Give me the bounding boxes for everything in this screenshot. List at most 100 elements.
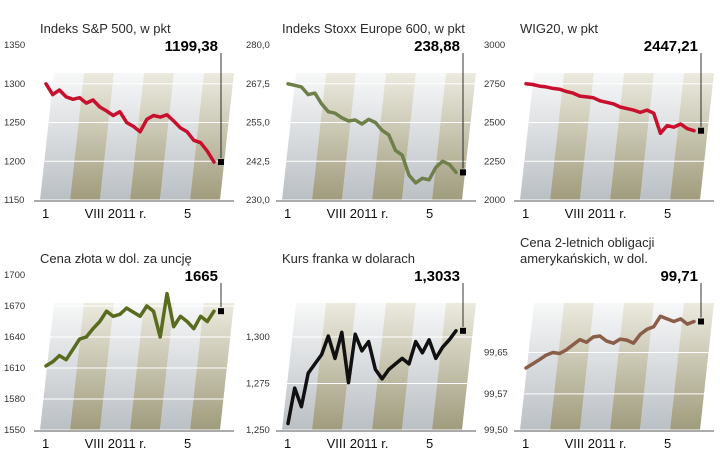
y-tick-label: 2750 <box>484 79 505 90</box>
data-point <box>78 96 81 99</box>
x-tick-label: VIII 2011 r. <box>327 206 389 221</box>
data-point <box>551 87 555 90</box>
data-point <box>374 368 377 371</box>
data-point <box>105 109 108 113</box>
x-tick-label: 1 <box>284 206 291 221</box>
last-value-label: 1,3033 <box>414 268 460 285</box>
y-tick-label: 1250 <box>4 118 25 129</box>
data-point <box>387 368 390 371</box>
chart-title: Indeks S&P 500, w pkt <box>40 21 171 36</box>
data-point <box>44 364 48 368</box>
data-point <box>454 329 458 333</box>
floor-band <box>40 73 84 200</box>
data-point <box>132 311 135 314</box>
data-point <box>91 327 95 330</box>
data-point <box>544 353 548 357</box>
data-point <box>185 320 189 323</box>
data-point <box>192 139 196 142</box>
y-tick-label: 267,5 <box>246 79 270 90</box>
data-point <box>64 358 68 361</box>
data-point <box>592 96 595 99</box>
data-point <box>58 354 61 357</box>
data-point <box>421 177 424 180</box>
chart-title: Kurs franka w dolarach <box>282 251 415 266</box>
data-point <box>347 381 350 384</box>
data-point <box>659 132 662 135</box>
data-point <box>538 358 541 361</box>
data-point <box>618 105 622 109</box>
last-value-marker <box>218 308 224 315</box>
data-point <box>632 108 635 112</box>
data-point <box>434 357 438 360</box>
chart-panel: Indeks S&P 500, w pkt 1350 1300 1250 1200 115… <box>4 21 234 221</box>
data-point <box>686 127 689 130</box>
x-tick-label: 5 <box>184 436 191 451</box>
data-point <box>551 351 555 354</box>
data-point <box>578 338 581 341</box>
data-point <box>441 160 444 163</box>
data-point <box>138 130 142 133</box>
floor-band <box>100 303 144 430</box>
floor-band <box>550 303 594 430</box>
data-point <box>645 328 649 331</box>
data-point <box>112 114 115 117</box>
data-point <box>692 320 696 323</box>
data-point <box>91 98 95 102</box>
data-point <box>320 102 323 106</box>
x-tick-label: 1 <box>42 436 49 451</box>
y-tick-label: 230,0 <box>246 195 270 206</box>
x-tick-label: 5 <box>184 206 191 221</box>
last-value-marker <box>218 159 224 166</box>
data-point <box>585 340 588 344</box>
last-value-marker <box>698 127 704 134</box>
data-point <box>524 82 528 85</box>
data-point <box>125 306 128 310</box>
data-point <box>199 315 202 318</box>
chart-panel: Kurs franka w dolarach 1,300 1,275 1,250 1 VI… <box>246 251 476 451</box>
data-point <box>64 95 68 99</box>
floor-band <box>610 303 654 430</box>
x-tick-label: 1 <box>522 206 529 221</box>
y-tick-label: 2500 <box>484 118 505 129</box>
data-point <box>340 116 343 120</box>
x-tick-label: 5 <box>426 436 433 451</box>
data-point <box>380 129 384 132</box>
data-point <box>132 125 135 128</box>
data-point <box>112 315 115 318</box>
data-point <box>206 320 209 323</box>
data-point <box>659 315 662 318</box>
x-tick-label: 1 <box>42 206 49 221</box>
data-point <box>78 337 81 341</box>
data-point <box>199 141 202 144</box>
x-tick-label: VIII 2011 r. <box>327 436 389 451</box>
x-tick-label: 1 <box>522 436 529 451</box>
chart-panel: Cena 2-letnich obligacji amerykańskich, w… <box>484 235 714 451</box>
data-point <box>98 320 101 323</box>
data-point <box>185 130 189 133</box>
x-tick-label: 1 <box>284 436 291 451</box>
data-point <box>571 343 575 346</box>
floor-band <box>640 303 684 430</box>
data-point <box>172 325 175 328</box>
data-point <box>414 340 417 343</box>
data-point <box>618 337 622 341</box>
data-point <box>639 111 642 114</box>
floor-band <box>520 73 564 200</box>
data-point <box>320 353 323 356</box>
y-tick-label: 2250 <box>484 156 505 167</box>
data-point <box>145 304 148 308</box>
y-tick-label: 99,57 <box>484 389 508 400</box>
data-point <box>286 422 290 425</box>
data-point <box>380 377 384 381</box>
data-point <box>300 405 303 408</box>
data-point <box>85 335 88 339</box>
data-point <box>427 178 431 182</box>
data-point <box>414 181 417 185</box>
x-tick-label: 5 <box>664 436 671 451</box>
data-point <box>605 339 608 343</box>
data-point <box>293 386 296 390</box>
floor-band <box>402 303 446 430</box>
data-point <box>105 309 108 313</box>
data-point <box>625 107 628 110</box>
chart-panel: Cena złota w dol. za uncję 1700 1670 1640 16… <box>4 251 234 451</box>
